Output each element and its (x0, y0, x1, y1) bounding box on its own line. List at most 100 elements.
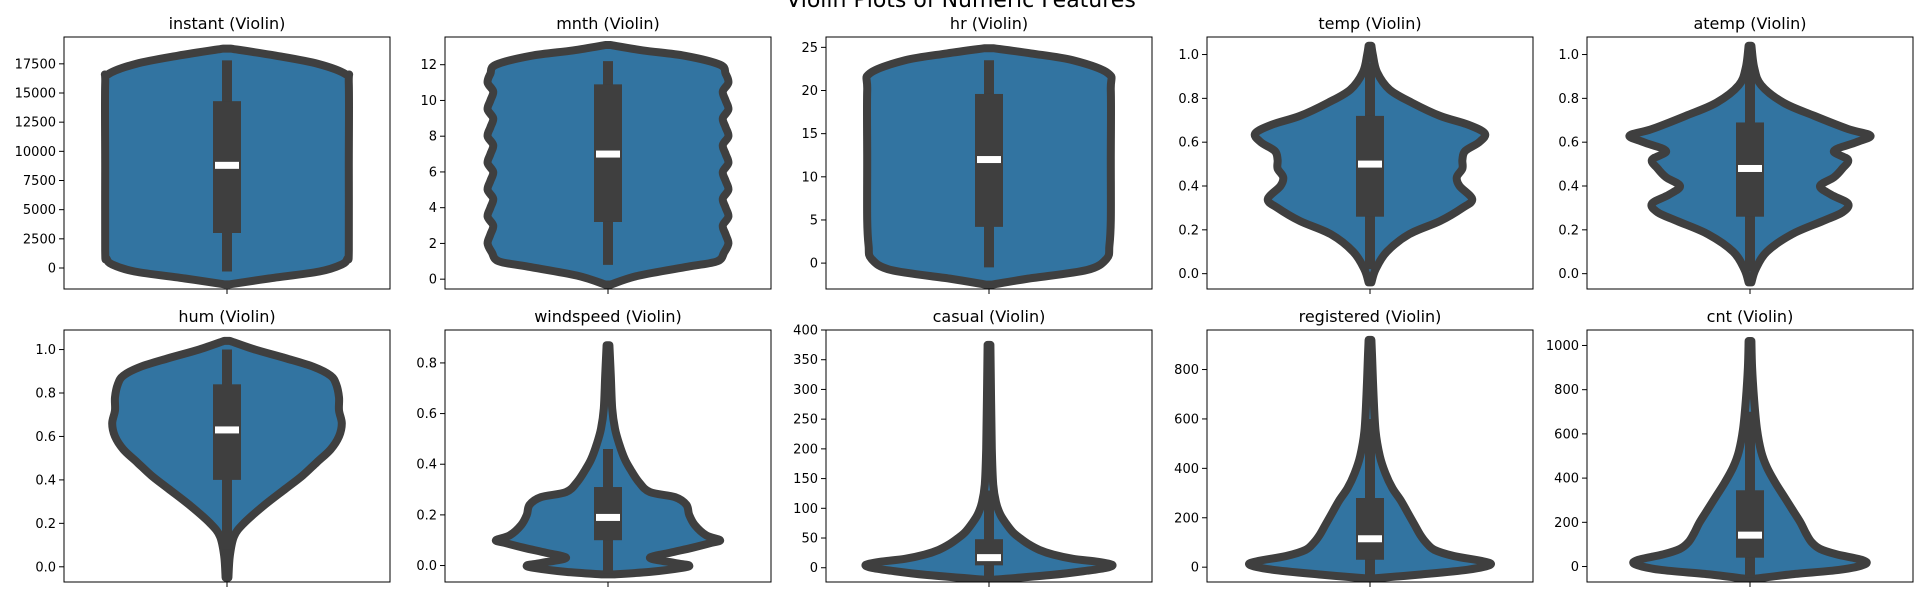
iqr-box (1736, 490, 1764, 558)
y-tick-label: 0.4 (35, 473, 56, 488)
y-tick-label: 0 (810, 561, 818, 576)
y-tick-label: 200 (1174, 511, 1199, 526)
plot-area (1245, 335, 1495, 582)
iqr-box (594, 487, 622, 541)
y-tick-label: 10 (801, 170, 818, 185)
chart-panel: casual (Violin) 0 50 100 150 200 250 300 350 400 (793, 307, 1153, 587)
y-tick-label: 0.4 (1558, 180, 1579, 195)
median-marker (1738, 164, 1762, 172)
plot-area (861, 340, 1117, 582)
chart-panel: registered (Violin) 0 200 400 600 800 (1174, 307, 1534, 587)
y-tick-label: 400 (793, 324, 818, 339)
y-tick-label: 0 (429, 273, 437, 288)
y-tick-label: 15000 (15, 87, 56, 102)
y-tick-label: 12500 (15, 116, 56, 131)
y-tick-label: 800 (1174, 363, 1199, 378)
y-tick-label: 0 (810, 257, 818, 272)
y-tick-label: 25 (801, 41, 818, 56)
y-tick-label: 10 (420, 94, 437, 109)
chart-panel: mnth (Violin) 0 2 4 6 8 10 12 (420, 14, 772, 294)
panel-title: temp (Violin) (1318, 14, 1421, 33)
y-tick-label: 10000 (15, 145, 56, 160)
y-tick-label: 12 (420, 58, 437, 73)
violin-body (861, 340, 1117, 582)
y-tick-label: 0.0 (1178, 267, 1199, 282)
y-tick-label: 6 (429, 165, 437, 180)
chart-panel: temp (Violin) 0.0 0.2 0.4 0.6 0.8 1.0 (1178, 14, 1534, 294)
y-tick-label: 200 (793, 442, 818, 457)
chart-panel: cnt (Violin) 0 200 400 600 800 1000 (1546, 307, 1914, 587)
y-tick-label: 0.6 (416, 407, 437, 422)
iqr-box (975, 539, 1003, 566)
figure-suptitle: Violin Plots of Numeric Features (786, 0, 1136, 13)
y-tick-label: 0.2 (1558, 223, 1579, 238)
y-tick-label: 350 (793, 353, 818, 368)
chart-panel: atemp (Violin) 0.0 0.2 0.4 0.6 0.8 1.0 (1558, 14, 1914, 294)
y-tick-label: 0.0 (416, 559, 437, 574)
median-marker (215, 426, 239, 434)
plot-area (483, 41, 733, 289)
y-tick-label: 15 (801, 127, 818, 142)
y-tick-label: 0.4 (416, 458, 437, 473)
y-tick-label: 20 (801, 84, 818, 99)
y-tick-label: 5 (810, 213, 818, 228)
chart-panel: windspeed (Violin) 0.0 0.2 0.4 0.6 0.8 (416, 307, 772, 587)
panel-title: hr (Violin) (950, 14, 1028, 33)
median-marker (1738, 531, 1762, 539)
y-tick-label: 300 (793, 383, 818, 398)
y-tick-label: 4 (429, 201, 437, 216)
chart-panel: hr (Violin) 0 5 10 15 20 25 (801, 14, 1153, 294)
median-marker (215, 161, 239, 169)
iqr-box (1356, 498, 1384, 560)
plot-area (100, 44, 354, 289)
y-tick-label: 0 (48, 262, 56, 277)
y-tick-label: 0.6 (35, 430, 56, 445)
y-tick-label: 0.6 (1178, 136, 1199, 151)
y-tick-label: 0.6 (1558, 136, 1579, 151)
y-tick-label: 1.0 (35, 343, 56, 358)
y-tick-label: 1.0 (1558, 48, 1579, 63)
y-tick-label: 0.2 (1178, 223, 1199, 238)
plot-area (1250, 41, 1490, 287)
median-marker (596, 150, 620, 158)
y-tick-label: 0.2 (416, 508, 437, 523)
panel-title: registered (Violin) (1299, 307, 1442, 326)
y-tick-label: 200 (1554, 516, 1579, 531)
y-tick-label: 0 (1571, 560, 1579, 575)
panel-title: instant (Violin) (169, 14, 286, 33)
panel-title: mnth (Violin) (556, 14, 660, 33)
panel-title: hum (Violin) (178, 307, 275, 326)
y-tick-label: 0 (1191, 561, 1199, 576)
y-tick-label: 17500 (15, 57, 56, 72)
panel-title: windspeed (Violin) (534, 307, 682, 326)
panel-title: atemp (Violin) (1693, 14, 1806, 33)
y-tick-label: 0.0 (1558, 267, 1579, 282)
y-tick-label: 0.8 (35, 387, 56, 402)
y-tick-label: 150 (793, 472, 818, 487)
y-tick-label: 0.8 (1178, 92, 1199, 107)
plot-area (491, 341, 725, 579)
y-tick-label: 400 (1554, 472, 1579, 487)
median-marker (977, 156, 1001, 164)
plot-area (108, 336, 346, 582)
y-tick-label: 7500 (23, 174, 56, 189)
y-tick-label: 0.0 (35, 560, 56, 575)
y-tick-label: 400 (1174, 462, 1199, 477)
y-tick-label: 1.0 (1178, 48, 1199, 63)
y-tick-label: 800 (1554, 383, 1579, 398)
panel-title: cnt (Violin) (1707, 307, 1794, 326)
y-tick-label: 1000 (1546, 339, 1579, 354)
y-tick-label: 0.8 (1558, 92, 1579, 107)
y-tick-label: 0.2 (35, 517, 56, 532)
chart-panel: hum (Violin) 0.0 0.2 0.4 0.6 0.8 1.0 (35, 307, 391, 587)
y-tick-label: 0.8 (416, 356, 437, 371)
panel-title: casual (Violin) (933, 307, 1046, 326)
median-marker (977, 554, 1001, 562)
violin-panels: instant (Violin) 0 25 0 0 5 0 0 0 7500 10000 12500 1… (15, 14, 1914, 587)
median-marker (596, 513, 620, 521)
y-tick-label: 2 (429, 237, 437, 252)
plot-area (1625, 41, 1875, 287)
chart-panel: instant (Violin) 0 2500 5000 7500 10000 12500 1… (15, 14, 391, 294)
y-tick-label: 600 (1174, 412, 1199, 427)
